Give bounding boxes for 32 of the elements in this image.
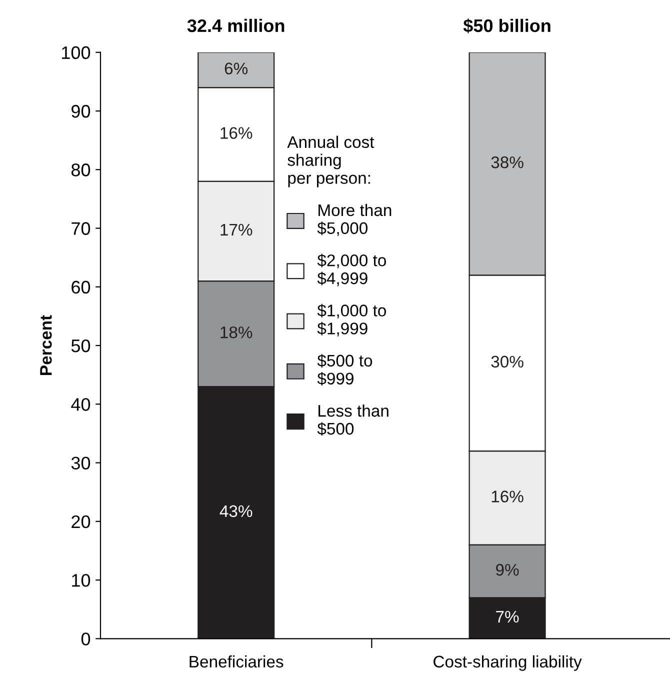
legend-label: $500 to $999 — [317, 354, 372, 386]
text: 30% — [491, 356, 524, 368]
text: 38% — [491, 156, 524, 168]
y-tick-label: 90 — [72, 104, 90, 118]
y-tick-label: 50 — [71, 339, 90, 352]
text: 6% — [224, 62, 248, 74]
legend-label: Less than $500 — [317, 404, 388, 436]
y-tick-label: 70 — [72, 222, 90, 235]
legend-label: $2,000 to $4,999 — [317, 254, 386, 286]
y-tick-label: 80 — [71, 164, 90, 176]
legend-label: $1,000 to $1,999 — [317, 304, 386, 336]
text: 43% — [220, 505, 252, 518]
y-tick-label: 20 — [72, 515, 90, 528]
text: 7% — [496, 610, 519, 623]
y-tick-label: 60 — [72, 280, 90, 294]
x-tick-label: Cost-sharing liability — [434, 655, 582, 671]
text: 17% — [220, 224, 252, 236]
annotation: $50 billion — [463, 18, 550, 34]
text: 16% — [492, 490, 524, 502]
y-tick-label: 0 — [81, 632, 90, 646]
x-tick-label: Beneficiaries — [190, 655, 284, 668]
y-tick-label: 30 — [71, 456, 90, 470]
y-tick-label: 100 — [62, 46, 90, 60]
text: 16% — [220, 127, 252, 139]
y-axis-title: Percent — [40, 315, 52, 375]
text: 9% — [496, 564, 519, 576]
y-tick-label: 40 — [71, 398, 90, 411]
y-tick-label: 10 — [72, 574, 90, 587]
legend-label: More than $5,000 — [317, 204, 392, 236]
legend-title: Annual cost sharing per person: — [287, 136, 374, 188]
text: 18% — [220, 326, 252, 338]
annotation: 32.4 million — [187, 18, 284, 32]
